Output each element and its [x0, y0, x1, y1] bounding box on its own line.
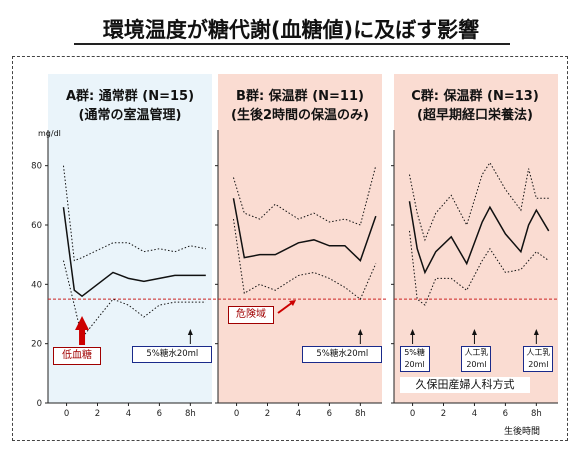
marker-arrowhead-1-0	[187, 329, 193, 335]
x-tick-label-1-3: 6	[157, 409, 162, 419]
x-tick-label-1-0: 0	[64, 409, 69, 419]
danger-arrow-shaft	[277, 301, 294, 314]
series-upper-2	[232, 165, 377, 226]
series-lower-2	[232, 218, 377, 300]
series-upper-3	[408, 161, 549, 242]
panel-title-3: C群: 保温群 (N=13)	[411, 88, 539, 104]
x-tick-label-1-2: 4	[126, 409, 131, 419]
panel-title-2: B群: 保温群 (N=11)	[236, 88, 364, 104]
x-tick-label-2-4: 8h	[355, 409, 366, 419]
panel-subtitle-2: (生後2時間の保温のみ)	[231, 107, 369, 123]
method-label: 久保田産婦人科方式	[400, 377, 530, 393]
x-tick-label-2-0: 0	[234, 409, 239, 419]
series-mean-1	[62, 207, 206, 298]
feeding-label-1-0: 5%糖水20ml	[132, 346, 213, 363]
hypoglycemia-label: 低血糖	[53, 347, 101, 365]
series-lower-3	[408, 230, 550, 306]
hypoglycemia-arrow-shaft	[79, 328, 86, 345]
x-tick-label-2-2: 4	[296, 409, 301, 419]
title-underline	[74, 43, 510, 45]
marker-arrowhead-3-2	[533, 329, 539, 335]
danger-arrow-head	[289, 300, 296, 306]
x-tick-label-2-3: 6	[327, 409, 332, 419]
series-lower-1	[62, 260, 206, 339]
x-tick-label-3-2: 4	[472, 409, 477, 419]
marker-arrowhead-3-1	[471, 329, 477, 335]
feeding-label-3-1: 人工乳 20ml	[461, 346, 492, 372]
panel-title-1: A群: 通常群 (N=15)	[66, 88, 194, 104]
panel-subtitle-3: (超早期経口栄養法)	[417, 107, 533, 123]
feeding-label-3-2: 人工乳 20ml	[523, 346, 554, 372]
x-tick-label-2-1: 2	[265, 409, 270, 419]
y-tick-label-40: 40	[31, 280, 42, 290]
feeding-label-2-0: 5%糖水20ml	[302, 346, 383, 363]
y-tick-label-0: 0	[37, 399, 42, 409]
x-tick-label-3-4: 8h	[531, 409, 542, 419]
y-tick-label-20: 20	[31, 340, 42, 350]
panel-subtitle-1: (通常の室温管理)	[79, 107, 182, 123]
x-axis-caption: 生後時間	[504, 427, 541, 437]
x-tick-label-3-3: 6	[503, 409, 508, 419]
x-tick-label-1-1: 2	[95, 409, 100, 419]
x-tick-label-3-0: 0	[410, 409, 415, 419]
y-unit-label: mg/dl	[38, 129, 61, 138]
marker-arrowhead-3-0	[410, 329, 416, 335]
y-tick-label-80: 80	[31, 162, 42, 172]
y-tick-label-60: 60	[31, 221, 42, 231]
danger-zone-label: 危険域	[228, 306, 274, 324]
marker-arrowhead-2-0	[357, 329, 363, 335]
series-mean-3	[408, 201, 550, 275]
page-title: 環境温度が糖代謝(血糖値)に及ぼす影響	[102, 18, 480, 42]
figure-frame	[12, 56, 568, 441]
series-upper-1	[62, 165, 206, 262]
x-tick-label-1-4: 8h	[185, 409, 196, 419]
x-tick-label-3-1: 2	[441, 409, 446, 419]
feeding-label-3-0: 5%糖 20ml	[399, 346, 430, 372]
series-mean-2	[232, 198, 377, 262]
hypoglycemia-arrow-head	[75, 316, 90, 330]
